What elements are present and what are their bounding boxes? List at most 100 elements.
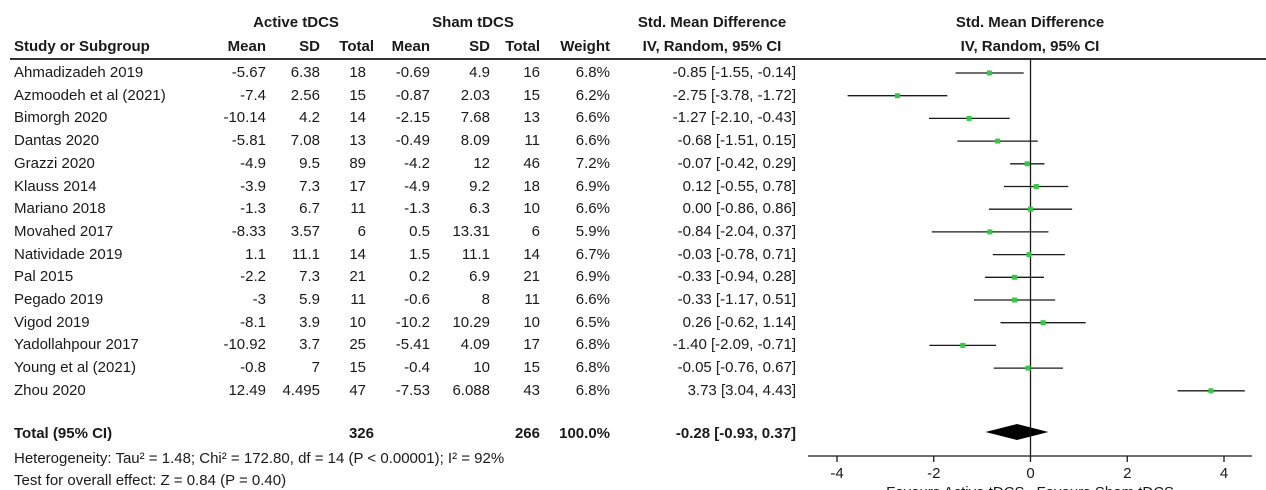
active-sd: 6.7 [299, 200, 320, 218]
smd-ci: -0.03 [-0.78, 0.71] [677, 245, 796, 263]
active-total: 14 [349, 109, 366, 127]
sham-mean: -7.53 [395, 381, 430, 399]
sham-sd: 13.31 [452, 222, 490, 240]
point-marker [894, 93, 900, 99]
point-marker [1012, 274, 1018, 280]
overall-effect-text: Test for overall effect: Z = 0.84 (P = 0… [14, 472, 287, 489]
sham-sd: 7.68 [460, 109, 490, 127]
weight: 6.6% [575, 132, 610, 150]
active-mean: -3.9 [240, 177, 266, 195]
point-marker [1033, 184, 1039, 189]
active-sd: 2.56 [290, 86, 320, 104]
study-name: Vigod 2019 [14, 313, 90, 331]
point-marker [966, 115, 972, 121]
active-mean: -10.92 [223, 336, 266, 354]
weight: 6.9% [575, 268, 610, 286]
sham-total: 18 [523, 177, 540, 195]
sham-total: 6 [531, 222, 540, 240]
sham-total: 21 [523, 268, 540, 286]
pooled-diamond [985, 424, 1049, 440]
point-marker [987, 229, 993, 235]
study-name: Zhou 2020 [14, 381, 86, 399]
study-name: Klauss 2014 [14, 177, 97, 195]
active-sd: 11.1 [291, 245, 320, 263]
smd-ci: -2.75 [-3.78, -1.72] [672, 86, 796, 104]
active-mean: -8.33 [231, 222, 266, 240]
sham-sd: 12 [473, 154, 490, 172]
total-sham-n: 266 [514, 425, 540, 442]
point-marker [960, 342, 966, 348]
sham-sd: 8.09 [460, 132, 490, 150]
sham-mean: 1.5 [409, 245, 430, 263]
sham-sd: 2.03 [460, 86, 490, 104]
smd-ci: -0.07 [-0.42, 0.29] [677, 154, 796, 172]
smd-ci: 0.26 [-0.62, 1.14] [682, 313, 796, 331]
sham-mean: -1.3 [404, 200, 430, 218]
sham-sd: 6.9 [469, 268, 490, 286]
study-name: Movahed 2017 [14, 222, 114, 240]
sham-total: 11 [524, 291, 540, 308]
active-sd: 5.9 [299, 291, 320, 308]
col-header-sham-sd: SD [469, 38, 490, 55]
sham-total: 10 [523, 313, 540, 331]
header-rule [10, 58, 1266, 60]
weight: 7.2% [575, 154, 610, 172]
active-total: 21 [349, 268, 366, 286]
active-sd: 3.7 [299, 336, 320, 354]
active-sd: 7.3 [299, 177, 320, 195]
weight: 6.2% [575, 86, 610, 104]
effect-header-sub: IV, Random, 95% CI [642, 38, 782, 55]
active-sd: 7 [311, 359, 320, 377]
col-header-active-sd: SD [299, 38, 320, 55]
favours-right-label: Favours Sham tDCS [1037, 484, 1175, 490]
sham-sd: 4.9 [469, 64, 490, 81]
active-total: 15 [349, 86, 366, 104]
sham-sd: 6.3 [469, 200, 490, 218]
smd-ci: -1.40 [-2.09, -0.71] [672, 336, 796, 354]
weight: 6.7% [575, 245, 610, 263]
weight: 6.8% [575, 64, 610, 81]
active-sd: 7.3 [299, 268, 320, 286]
smd-ci: -0.33 [-0.94, 0.28] [677, 268, 796, 286]
sham-sd: 10 [473, 359, 490, 377]
point-marker [995, 138, 1001, 144]
active-total: 10 [349, 313, 366, 331]
active-sd: 3.57 [290, 222, 320, 240]
smd-ci: 3.73 [3.04, 4.43] [687, 381, 796, 399]
point-marker [1028, 206, 1033, 212]
effect-header-title: Std. Mean Difference [637, 14, 787, 31]
sham-sd: 10.29 [452, 313, 490, 331]
x-tick-label: -2 [927, 465, 940, 482]
study-name: Grazzi 2020 [14, 154, 95, 172]
active-mean: 1.1 [245, 245, 266, 263]
study-name: Natividade 2019 [14, 245, 123, 263]
smd-ci: -0.05 [-0.76, 0.67] [677, 359, 796, 377]
sham-mean: -4.9 [404, 177, 430, 195]
smd-ci: -0.68 [-1.51, 0.15] [677, 132, 796, 150]
plot-header-sub: IV, Random, 95% CI [960, 38, 1100, 55]
active-mean: -0.8 [240, 359, 266, 377]
x-tick-label: 2 [1123, 465, 1131, 482]
sham-mean: -5.41 [395, 336, 430, 354]
sham-total: 43 [523, 381, 540, 399]
col-header-sham-total: Total [505, 38, 540, 55]
sham-total: 15 [523, 359, 540, 377]
col-header-weight: Weight [560, 38, 610, 55]
col-header-active-mean: Mean [227, 38, 266, 55]
col-header-active-total: Total [339, 38, 374, 55]
active-sd: 4.495 [282, 381, 320, 399]
sham-total: 15 [523, 86, 540, 104]
sham-mean: -0.69 [395, 64, 430, 81]
active-sd: 6.38 [290, 64, 320, 81]
active-mean: -5.67 [231, 64, 266, 81]
sham-total: 11 [524, 132, 540, 150]
weight: 6.8% [575, 381, 610, 399]
active-total: 47 [349, 381, 366, 399]
total-weight: 100.0% [559, 425, 610, 442]
weight: 6.8% [575, 359, 610, 377]
active-total: 25 [349, 336, 366, 354]
active-mean: -3 [252, 291, 266, 308]
total-label: Total (95% CI) [14, 425, 113, 442]
sham-mean: -0.6 [404, 291, 430, 308]
